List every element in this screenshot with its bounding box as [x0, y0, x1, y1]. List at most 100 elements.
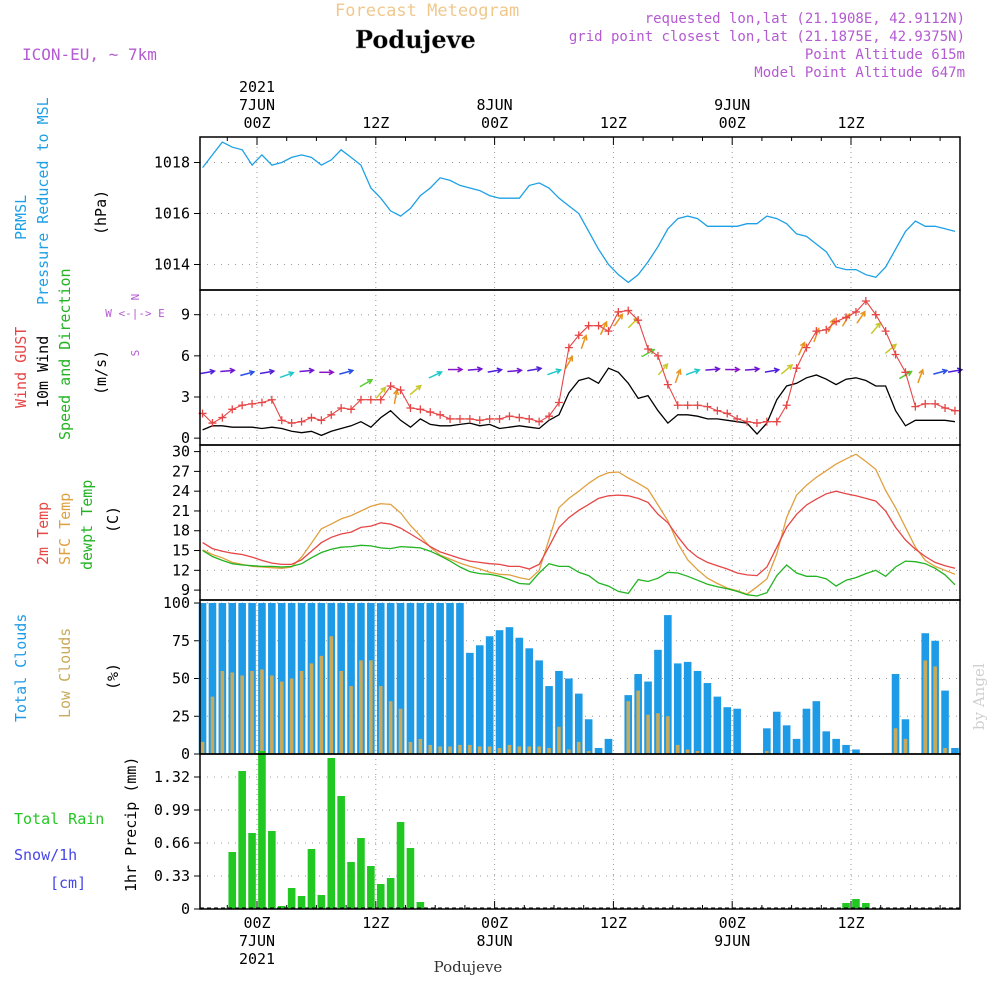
low-cloud-bar: [408, 741, 413, 754]
gust-marker: [337, 403, 346, 412]
wind-arrow: [856, 311, 866, 324]
total-cloud-bar: [376, 603, 385, 754]
top-time-label: 00Z: [243, 114, 270, 132]
wind-arrow-head: [328, 369, 335, 376]
temperature-ytick-label: 15: [172, 542, 190, 560]
low-cloud-bar: [359, 660, 363, 754]
low-cloud-bar: [477, 746, 482, 754]
clouds-panel: 0 25 50 75 100: [163, 594, 960, 763]
low-cloud-bar: [388, 701, 393, 754]
gust-marker: [812, 327, 821, 336]
wind-arrow: [393, 389, 398, 405]
bottom-time-label: 12Z: [600, 914, 627, 932]
rain-bar: [297, 896, 306, 909]
gust-marker: [218, 413, 227, 422]
total-cloud-bar: [822, 731, 831, 754]
wind-arrow: [428, 371, 442, 379]
wind-arrow: [487, 368, 502, 373]
total-cloud-bar: [475, 645, 484, 754]
gust-marker: [832, 317, 841, 326]
gust-marker: [238, 401, 247, 410]
low-cloud-bar: [299, 670, 304, 754]
wind-arrow-head: [457, 366, 464, 373]
gust-marker: [743, 417, 752, 426]
gust-marker: [752, 419, 761, 428]
wind-arrow-head: [366, 378, 374, 385]
gust-marker: [644, 344, 653, 353]
gust-marker: [653, 351, 662, 360]
total-cloud-bar: [525, 648, 534, 754]
wind-arrow: [507, 369, 522, 373]
gust-marker: [277, 416, 286, 425]
total-cloud-bar: [198, 603, 207, 754]
bottom-time-label: 2021: [239, 950, 275, 968]
low-cloud-bar: [200, 741, 205, 754]
low-cloud-bar: [309, 663, 314, 754]
total-cloud-bar: [941, 690, 949, 754]
wind-arrow-head: [773, 367, 781, 374]
total-cloud-bar: [456, 603, 464, 754]
low-cloud-bar: [270, 675, 274, 754]
wind-arrow-head: [617, 313, 624, 320]
pressure-label: PRMSL: [12, 195, 30, 240]
total-cloud-bar: [396, 603, 405, 754]
temperature-ytick-label: 12: [172, 561, 190, 579]
total-cloud-bar: [673, 663, 682, 754]
wind-arrow-head: [248, 369, 256, 376]
temperature-ytick-label: 27: [172, 462, 190, 480]
temperature-ytick-label: 18: [172, 522, 190, 540]
wind-ytick-label: 9: [181, 306, 190, 324]
total-cloud-bar: [436, 603, 444, 754]
low-cloud-bar: [339, 670, 343, 754]
top-time-label: 00Z: [481, 114, 508, 132]
wind-arrow: [933, 369, 948, 375]
wind-arrow-head: [308, 367, 316, 374]
gust-marker: [495, 414, 504, 423]
low-cloud-bar: [260, 669, 264, 754]
bottom-time-label: 00Z: [719, 914, 746, 932]
wind-arrow-head: [347, 368, 355, 375]
total-clouds-label: Total Clouds: [12, 614, 30, 722]
wind-arrow-head: [268, 368, 276, 375]
wind-arrow: [220, 369, 235, 373]
gust-marker: [634, 316, 643, 325]
total-cloud-bar: [505, 627, 514, 754]
top-time-label: 2021: [239, 78, 275, 96]
rain-bar: [852, 899, 860, 909]
gust-marker: [851, 307, 860, 316]
total-cloud-bar: [208, 603, 217, 754]
low-cloud-bar: [210, 696, 215, 754]
gust-marker: [248, 399, 257, 408]
gust-marker: [287, 419, 296, 428]
low-cloud-bar: [279, 681, 284, 754]
low-cloud-bar: [695, 750, 700, 754]
wind-arrow-head: [694, 368, 701, 375]
wind-arrow: [870, 322, 881, 335]
wind-arrow-head: [675, 368, 682, 375]
low-cloud-bar: [448, 746, 452, 754]
gust-marker: [772, 417, 781, 426]
snow-label: Snow/1h: [14, 846, 77, 864]
gust-marker: [347, 405, 356, 414]
total-cloud-bar: [545, 686, 553, 754]
total-cloud-bar: [713, 696, 722, 754]
wind-arrow-head: [786, 364, 794, 370]
gust-marker: [564, 343, 573, 352]
wind-arrow: [527, 367, 542, 372]
wind-arrow: [409, 385, 422, 396]
low-cloud-bar: [349, 686, 353, 754]
wind-panel: 0 3 6 9: [181, 290, 964, 447]
low-cloud-bar: [527, 746, 532, 754]
sfc-temp-label: SFC Temp: [56, 493, 74, 565]
gust-marker: [584, 321, 593, 330]
precip-ytick-label: 0.66: [154, 834, 190, 852]
top-time-label: 00Z: [719, 114, 746, 132]
temperature-ytick-label: 24: [172, 482, 190, 500]
low-cloud-bar: [675, 744, 680, 754]
gust-marker: [426, 408, 435, 417]
wind-arrow-head: [956, 367, 964, 374]
low-cloud-bar: [656, 713, 660, 754]
direction-label: Speed and Direction: [56, 268, 74, 440]
rain-bar: [367, 866, 375, 909]
wind-arrow-head: [581, 334, 588, 341]
